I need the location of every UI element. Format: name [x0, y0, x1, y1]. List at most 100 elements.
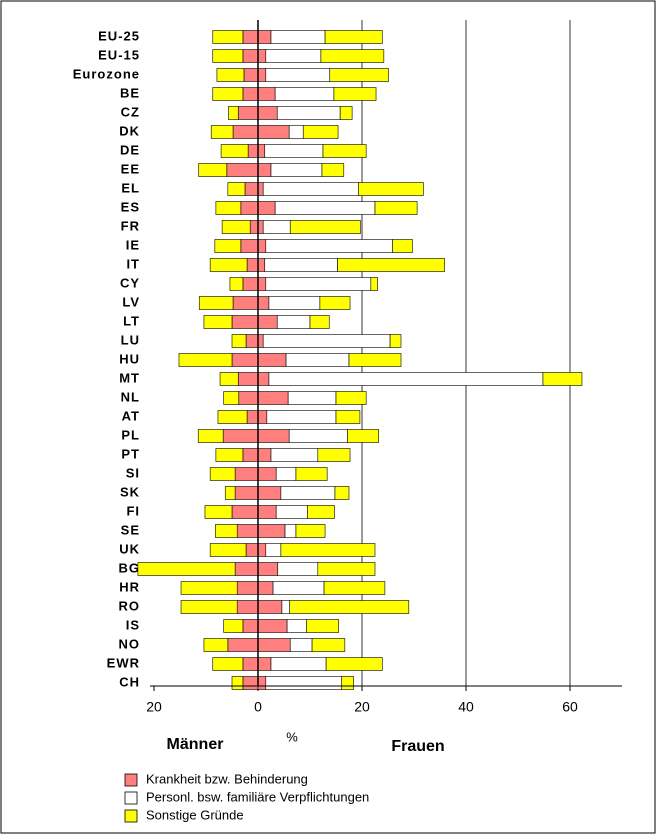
bar-segment: [198, 296, 234, 310]
bar-segment: [244, 182, 259, 196]
y-tick-label: DK: [119, 123, 140, 138]
bar-segment: [216, 68, 245, 82]
bar-segment: [242, 448, 259, 462]
bar-segment: [257, 144, 266, 158]
y-tick-label: BG: [119, 560, 141, 575]
bar-segment: [389, 334, 402, 348]
y-tick-label: SI: [126, 465, 140, 480]
bar-segment: [249, 220, 259, 234]
bar-segment: [137, 562, 236, 576]
bar-segment: [215, 201, 242, 215]
y-tick-label: LV: [122, 294, 140, 309]
bar-segment: [220, 144, 249, 158]
bar-segment: [319, 296, 351, 310]
y-tick-label: NO: [119, 636, 141, 651]
bar-segment: [542, 372, 583, 386]
bar-segment: [257, 448, 272, 462]
bar-segment: [347, 429, 379, 443]
y-tick-label: HR: [119, 579, 140, 594]
bar-segment: [257, 334, 264, 348]
bar-segment: [285, 353, 350, 367]
bar-segment: [246, 258, 259, 272]
y-tick-label: IS: [126, 617, 140, 632]
bar-segment: [302, 125, 339, 139]
y-tick-label: SK: [120, 484, 140, 499]
bar-segment: [242, 30, 259, 44]
bar-segment: [287, 391, 337, 405]
x-tick-label: 0: [254, 699, 262, 715]
bar-segment: [245, 334, 259, 348]
x-tick-label: 20: [146, 699, 162, 715]
bar-segment: [198, 163, 228, 177]
bar-segment: [257, 296, 270, 310]
bar-segment: [257, 505, 277, 519]
legend-label: Personl. bsw. familiäre Verpflichtungen: [146, 789, 369, 804]
y-tick-label: SE: [121, 522, 140, 537]
bar-segment: [257, 163, 272, 177]
y-tick-label: Eurozone: [73, 66, 140, 81]
bar-segment: [307, 505, 335, 519]
bar-segment: [257, 600, 283, 614]
bar-segment: [265, 543, 282, 557]
y-tick-label: PT: [121, 446, 140, 461]
bar-segment: [242, 619, 259, 633]
bar-segment: [270, 448, 319, 462]
bar-segment: [237, 372, 259, 386]
bar-segment: [257, 524, 286, 538]
bar-segment: [222, 429, 259, 443]
bar-segment: [209, 258, 248, 272]
bar-segment: [238, 391, 259, 405]
bar-segment: [257, 201, 276, 215]
bar-segment: [223, 391, 240, 405]
y-tick-label: MT: [119, 370, 140, 385]
bar-segment: [335, 410, 361, 424]
bar-segment: [231, 505, 259, 519]
bar-segment: [246, 410, 259, 424]
bar-segment: [320, 49, 385, 63]
bar-segment: [227, 638, 259, 652]
bar-segment: [232, 296, 259, 310]
bar-segment: [212, 49, 244, 63]
bar-segment: [237, 106, 259, 120]
bar-segment: [264, 144, 324, 158]
left-label: Männer: [167, 736, 224, 753]
bar-segment: [257, 638, 291, 652]
bar-segment: [210, 125, 234, 139]
bar-segment: [311, 638, 346, 652]
bar-segment: [257, 410, 268, 424]
bar-segment: [265, 68, 331, 82]
bar-segment: [226, 163, 259, 177]
y-tick-label: BE: [120, 85, 140, 100]
bar-segment: [288, 125, 304, 139]
bar-segment: [224, 486, 236, 500]
bar-segment: [324, 30, 383, 44]
bar-segment: [268, 372, 544, 386]
bar-segment: [268, 296, 321, 310]
bar-segment: [231, 353, 259, 367]
bar-segment: [275, 467, 297, 481]
bar-segment: [257, 581, 274, 595]
bar-segment: [242, 49, 259, 63]
bar-segment: [257, 277, 267, 291]
bar-segment: [274, 87, 335, 101]
bar-segment: [257, 30, 272, 44]
bar-segment: [286, 619, 307, 633]
legend-label: Sonstige Gründe: [146, 807, 244, 822]
bar-segment: [180, 600, 238, 614]
bar-segment: [289, 638, 313, 652]
bar-segment: [270, 657, 327, 671]
legend-label: Krankheit bzw. Behinderung: [146, 771, 308, 786]
y-tick-label: IT: [126, 256, 140, 271]
bar-segment: [335, 391, 367, 405]
bar-segment: [334, 486, 350, 500]
bar-segment: [374, 201, 418, 215]
bar-segment: [219, 372, 239, 386]
bar-segment: [231, 315, 259, 329]
bar-segment: [215, 524, 238, 538]
bar-segment: [264, 258, 338, 272]
bar-segment: [231, 334, 247, 348]
bar-segment: [257, 676, 267, 690]
y-tick-label: LU: [121, 332, 140, 347]
y-tick-label: ES: [121, 199, 140, 214]
bar-segment: [270, 30, 326, 44]
